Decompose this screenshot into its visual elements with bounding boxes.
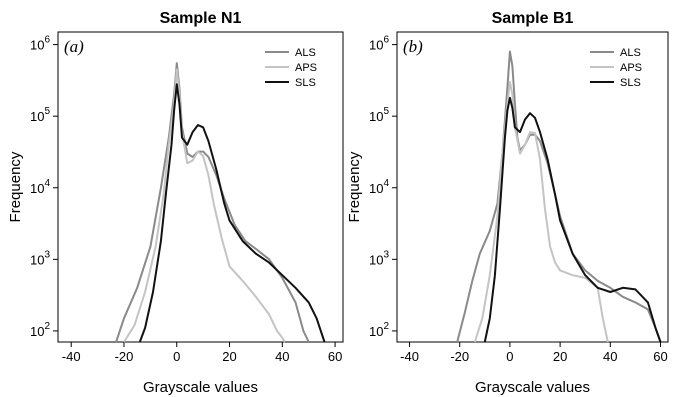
- series-line-aps: [123, 68, 286, 343]
- chart-panel-a: Sample N1 (a) Grayscale values Frequency…: [7, 10, 344, 396]
- y-tick-label: 103: [369, 249, 389, 267]
- x-tick-label: 60: [653, 349, 667, 364]
- x-tick-label: 0: [173, 349, 180, 364]
- y-tick-label: 102: [30, 321, 50, 339]
- x-axis-label: Grayscale values: [475, 379, 590, 396]
- series-lines: [115, 62, 326, 343]
- legend: ALS APS SLS: [265, 47, 317, 89]
- y-tick-label: 106: [30, 35, 50, 53]
- y-axis-label: Frequency: [7, 151, 24, 222]
- y-tick-label: 104: [369, 178, 389, 196]
- x-tick-label: -40: [400, 349, 419, 364]
- series-line-als: [456, 50, 662, 343]
- x-tick-label: 0: [506, 349, 513, 364]
- legend-entry: ALS: [620, 47, 641, 59]
- series-line-als: [115, 62, 310, 343]
- y-axis: 102 103 104 105 106: [30, 35, 58, 339]
- x-tick-label: 20: [222, 349, 236, 364]
- y-tick-label: 105: [30, 106, 50, 124]
- chart-title: Sample B1: [492, 10, 574, 27]
- legend-entry: SLS: [620, 77, 641, 89]
- y-tick-label: 106: [369, 35, 389, 53]
- x-axis: -40 -20 0 20 40 60: [62, 342, 342, 364]
- y-axis: 102 103 104 105 106: [369, 35, 397, 339]
- x-axis: -40 -20 0 20 40 60: [400, 342, 668, 364]
- x-tick-label: 60: [328, 349, 342, 364]
- y-tick-label: 102: [369, 321, 389, 339]
- panel-label: (b): [403, 37, 423, 56]
- x-tick-label: -20: [450, 349, 469, 364]
- panel-label: (a): [64, 37, 84, 56]
- x-tick-label: -40: [62, 349, 81, 364]
- y-axis-label: Frequency: [346, 151, 363, 222]
- legend: ALS APS SLS: [590, 47, 642, 89]
- series-lines: [456, 50, 662, 343]
- legend-entry: APS: [620, 62, 642, 74]
- y-tick-label: 104: [30, 178, 50, 196]
- x-tick-label: 40: [603, 349, 617, 364]
- legend-entry: SLS: [295, 77, 316, 89]
- chart-panel-b: Sample B1 (b) Grayscale values Frequency…: [346, 10, 669, 396]
- chart-title: Sample N1: [160, 10, 242, 27]
- y-tick-label: 103: [30, 249, 50, 267]
- legend-entry: APS: [295, 62, 317, 74]
- plot-frame: [396, 31, 669, 343]
- plot-frame: [57, 31, 344, 343]
- series-line-sls: [483, 96, 662, 343]
- y-tick-label: 105: [369, 106, 389, 124]
- x-tick-label: 40: [275, 349, 289, 364]
- x-tick-label: -20: [115, 349, 134, 364]
- legend-entry: ALS: [295, 47, 316, 59]
- series-line-sls: [138, 83, 326, 343]
- x-axis-label: Grayscale values: [143, 379, 258, 396]
- series-line-aps: [473, 81, 609, 343]
- x-tick-label: 20: [553, 349, 567, 364]
